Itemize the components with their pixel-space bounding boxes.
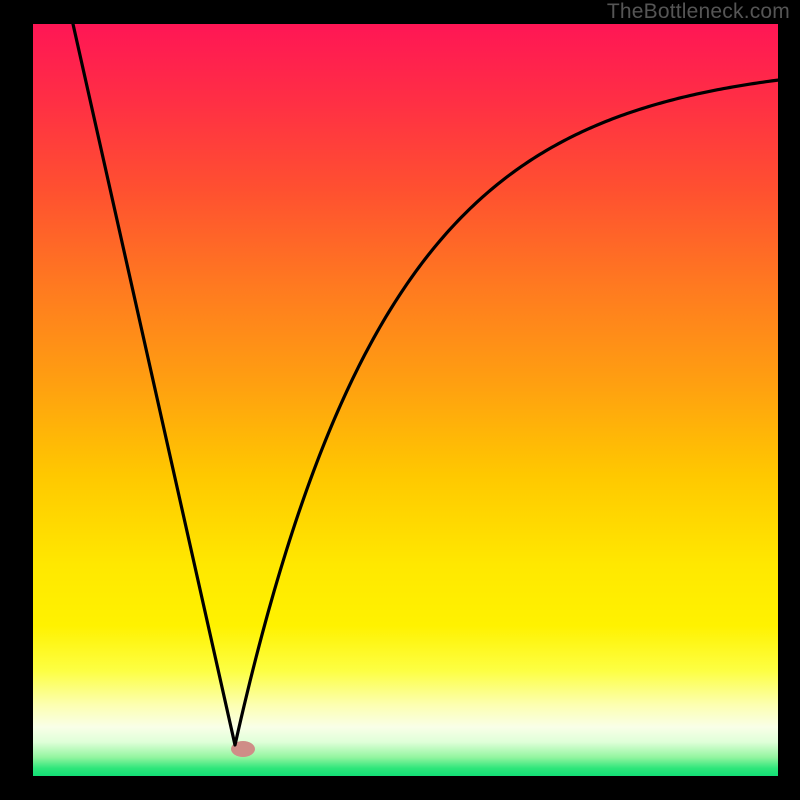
plot-svg <box>33 24 778 776</box>
chart-container: TheBottleneck.com <box>0 0 800 800</box>
gradient-background <box>33 24 778 776</box>
plot-frame <box>33 24 778 776</box>
watermark-text: TheBottleneck.com <box>607 0 790 24</box>
